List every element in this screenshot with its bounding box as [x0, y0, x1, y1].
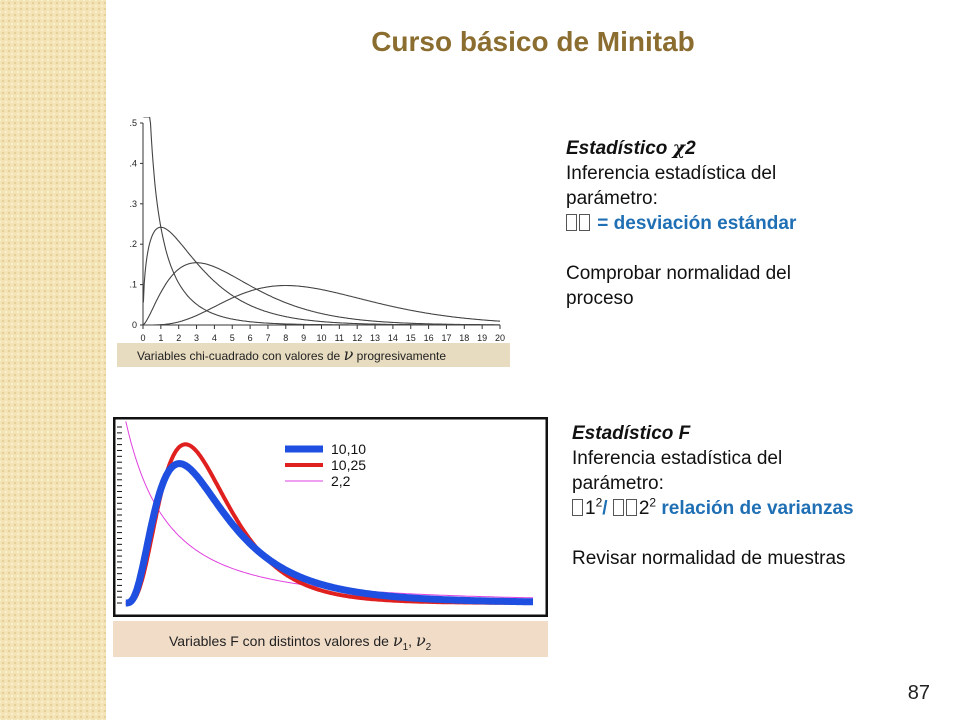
chi-square-chart: 0 1 2 3 4 5 6 7 8 9 10 11 12 13 14 15 16 17 18 19 200.1.2.3.… — [129, 117, 505, 343]
f-text-block: Estadístico F Inferencia estadística del… — [572, 421, 952, 571]
y-tick-label: .3 — [129, 199, 137, 209]
chi-caption-text: Variables chi-cuadrado con valores de — [137, 349, 341, 363]
y-tick-label: .2 — [129, 239, 137, 249]
x-tick-label: 14 — [388, 333, 398, 343]
y-tick-label: 0 — [132, 320, 137, 330]
x-tick-label: 1 — [158, 333, 163, 343]
x-tick-label: 0 — [140, 333, 145, 343]
chi-line-1: Inferencia estadística del — [566, 163, 777, 184]
x-tick-label: 19 — [477, 333, 487, 343]
missing-glyph-icon — [566, 214, 577, 231]
x-tick-label: 11 — [335, 333, 344, 343]
x-tick-label: 17 — [441, 333, 451, 343]
chi-square-curve-df-10 — [143, 284, 501, 326]
slide-title: Curso básico de Minitab — [371, 26, 695, 57]
nu-symbol: ν — [392, 631, 403, 650]
x-tick-label: 6 — [248, 333, 253, 343]
chi-text-block: Estadístico χ2 Inferencia estadística de… — [566, 136, 946, 311]
chi-heading: Estadístico χ2 — [566, 136, 946, 161]
chi-parameter-line: = desviación estándar — [566, 211, 946, 236]
f-distribution-figure: 10,10 10,25 2,2 Variables F con distintos … — [113, 417, 548, 657]
y-tick-label: .5 — [129, 118, 137, 128]
decorative-side-band — [0, 0, 106, 720]
x-tick-label: 10 — [316, 333, 326, 343]
chi-square-curve-df-5 — [143, 262, 500, 326]
f-ratio-line: 12/ 22 relación de varianzas — [572, 496, 952, 521]
x-tick-label: 4 — [212, 333, 217, 343]
chi-line-5: proceso — [566, 288, 634, 309]
ratio-a: 1 — [585, 498, 596, 519]
f-caption-text: Variables F con distintos valores de — [169, 633, 389, 649]
chi-square-curve-df-3 — [142, 226, 500, 326]
ratio-b: 2 — [638, 498, 650, 519]
nu-sub-2: 2 — [425, 641, 432, 653]
nu-sub-1: 1 — [402, 641, 409, 653]
x-tick-label: 8 — [283, 333, 288, 343]
missing-glyph-icon — [625, 499, 637, 516]
x-tick-label: 7 — [265, 333, 270, 343]
page-number: 87 — [907, 682, 930, 704]
legend-label: 10,10 — [331, 441, 366, 457]
nu-symbol: ν — [415, 631, 426, 650]
legend-label: 2,2 — [331, 473, 351, 489]
f-line-2: parámetro: — [572, 473, 664, 494]
x-tick-label: 2 — [176, 333, 181, 343]
f-heading: Estadístico F — [572, 423, 691, 444]
missing-glyph-icon — [572, 499, 583, 516]
chi-parameter-text: = desviación estándar — [597, 213, 797, 234]
f-ratio-text: relación de varianzas — [661, 498, 854, 519]
caption-separator: , — [408, 633, 413, 649]
y-tick-label: .4 — [129, 158, 137, 168]
legend-label: 10,25 — [331, 457, 366, 473]
plot-frame — [113, 417, 548, 617]
f-caption: Variables F con distintos valores de ν1,… — [113, 621, 548, 657]
x-tick-label: 16 — [424, 333, 434, 343]
x-tick-label: 9 — [301, 333, 306, 343]
chi-symbol: χ — [672, 137, 686, 159]
ratio-slash: / — [602, 498, 608, 519]
chi-square-caption: Variables chi-cuadrado con valores de ν … — [117, 343, 510, 367]
chi-line-2: parámetro: — [566, 188, 658, 209]
chi-square-curve-df-1 — [143, 117, 500, 326]
x-tick-label: 15 — [406, 333, 416, 343]
x-tick-label: 18 — [459, 333, 469, 343]
x-tick-label: 5 — [230, 333, 235, 343]
x-tick-label: 20 — [495, 333, 505, 343]
x-tick-label: 3 — [194, 333, 199, 343]
ratio-exp-b: 2 — [649, 495, 657, 510]
ratio-exp-a: 2 — [595, 495, 603, 510]
chi-heading-suffix: 2 — [685, 138, 696, 159]
chi-caption-suffix: progresivamente — [356, 349, 447, 363]
missing-glyph-icon — [579, 214, 590, 231]
y-tick-label: .1 — [129, 280, 137, 290]
x-tick-label: 13 — [370, 333, 380, 343]
f-curve-10-10 — [123, 460, 536, 607]
x-tick-label: 12 — [352, 333, 362, 343]
nu-symbol: ν — [343, 345, 354, 364]
f-line-4: Revisar normalidad de muestras — [572, 548, 846, 569]
chi-line-4: Comprobar normalidad del — [566, 263, 791, 284]
missing-glyph-icon — [612, 499, 624, 516]
chi-square-figure: 0 1 2 3 4 5 6 7 8 9 10 11 12 13 14 15 16 17 18 19 20 0.1.2.3.… — [117, 117, 510, 367]
f-line-1: Inferencia estadística del — [572, 448, 783, 469]
chi-heading-prefix: Estadístico — [566, 138, 673, 159]
